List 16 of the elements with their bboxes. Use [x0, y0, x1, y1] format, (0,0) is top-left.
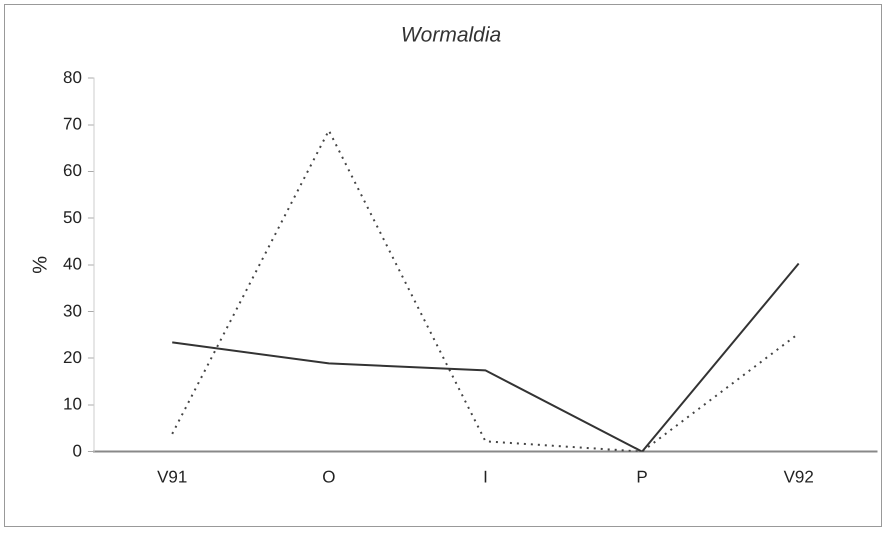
y-tick-label: 70 [62, 114, 82, 134]
x-tick-label: V91 [157, 467, 188, 486]
y-tick-label: 50 [62, 208, 82, 227]
y-tick-label: 20 [62, 348, 82, 367]
x-tick-label: V92 [784, 467, 814, 486]
y-tick-label: 0 [72, 441, 82, 460]
y-axis-title: % [30, 256, 52, 274]
y-tick-label: 10 [62, 394, 82, 414]
x-tick-label: I [483, 467, 488, 486]
y-tick-label: 80 [62, 68, 82, 87]
y-tick-label: 30 [62, 301, 82, 320]
y-tick-label: 60 [62, 161, 82, 180]
chart-title: Wormaldia [400, 23, 502, 46]
y-tick-label: 40 [62, 254, 82, 274]
x-tick-label: O [322, 467, 336, 486]
x-tick-label: P [636, 467, 648, 486]
